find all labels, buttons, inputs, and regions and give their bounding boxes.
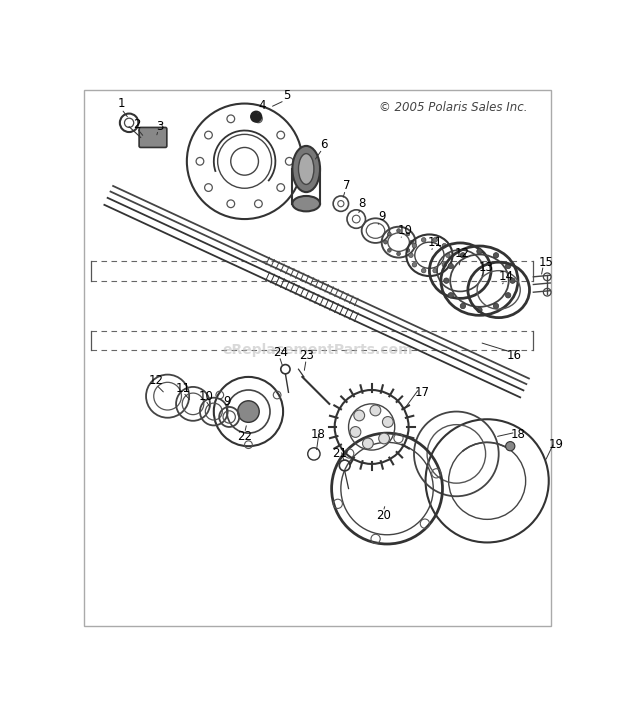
Text: 9: 9 (223, 395, 231, 408)
Circle shape (433, 268, 438, 273)
Text: 1: 1 (118, 97, 125, 110)
Circle shape (388, 248, 391, 252)
Text: 4: 4 (259, 99, 266, 112)
Circle shape (422, 268, 426, 273)
Text: 18: 18 (311, 428, 325, 441)
Text: 22: 22 (237, 430, 252, 443)
FancyBboxPatch shape (139, 128, 167, 147)
Circle shape (477, 249, 482, 254)
Circle shape (505, 293, 511, 298)
Text: 13: 13 (478, 261, 493, 274)
Circle shape (494, 303, 498, 308)
Text: 24: 24 (273, 346, 288, 359)
Text: 15: 15 (539, 257, 554, 269)
Text: 10: 10 (198, 390, 213, 403)
Text: 2: 2 (133, 118, 141, 131)
Circle shape (446, 253, 450, 257)
Circle shape (433, 238, 438, 242)
Text: 11: 11 (427, 235, 442, 249)
Text: 18: 18 (510, 428, 525, 441)
Circle shape (506, 442, 515, 451)
Text: 10: 10 (397, 224, 412, 237)
Circle shape (448, 263, 453, 269)
Circle shape (406, 232, 410, 236)
Text: 20: 20 (376, 509, 391, 522)
Circle shape (379, 433, 389, 444)
Circle shape (444, 278, 449, 284)
Text: 21: 21 (332, 447, 347, 460)
Circle shape (422, 238, 426, 242)
Text: 23: 23 (299, 349, 314, 362)
Circle shape (388, 232, 391, 236)
Ellipse shape (298, 154, 314, 184)
Text: 12: 12 (455, 247, 470, 260)
Text: © 2005 Polaris Sales Inc.: © 2005 Polaris Sales Inc. (379, 101, 528, 114)
Ellipse shape (293, 196, 320, 211)
Text: 12: 12 (149, 374, 164, 387)
Circle shape (460, 303, 466, 308)
Circle shape (370, 405, 381, 416)
Text: 9: 9 (378, 211, 386, 223)
Circle shape (409, 253, 413, 257)
Circle shape (410, 240, 414, 244)
Circle shape (354, 410, 365, 421)
Text: 19: 19 (549, 438, 564, 451)
Circle shape (350, 427, 361, 437)
Circle shape (460, 252, 466, 258)
Text: 11: 11 (175, 382, 190, 395)
Circle shape (384, 240, 388, 244)
Circle shape (406, 248, 410, 252)
Circle shape (442, 243, 446, 248)
Text: 5: 5 (283, 89, 291, 102)
Text: 17: 17 (414, 386, 429, 398)
Circle shape (510, 278, 515, 284)
Text: 3: 3 (156, 120, 164, 133)
Text: 14: 14 (499, 270, 514, 284)
Circle shape (383, 417, 393, 428)
Circle shape (505, 263, 511, 269)
Ellipse shape (293, 146, 320, 192)
Text: 6: 6 (320, 138, 327, 151)
Circle shape (237, 401, 259, 423)
Circle shape (477, 307, 482, 313)
Text: eReplacementParts.com: eReplacementParts.com (223, 343, 413, 357)
Text: 7: 7 (343, 179, 351, 192)
Circle shape (397, 252, 401, 256)
Circle shape (412, 243, 417, 248)
Circle shape (494, 252, 498, 258)
Text: 8: 8 (359, 197, 366, 210)
Circle shape (250, 111, 262, 122)
Text: 16: 16 (507, 349, 521, 362)
Circle shape (412, 262, 417, 267)
Circle shape (397, 229, 401, 233)
Circle shape (363, 438, 373, 449)
Circle shape (448, 293, 453, 298)
Circle shape (442, 262, 446, 267)
